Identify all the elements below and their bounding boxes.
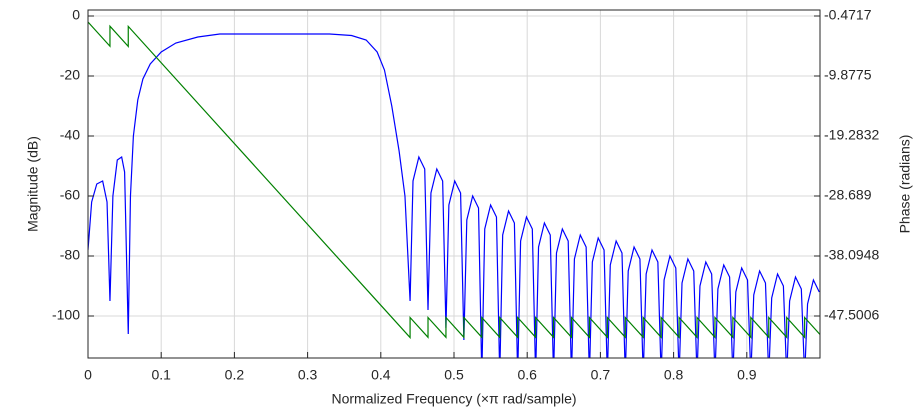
y2-tick-label: -9.8775 (824, 67, 872, 83)
y-axis-label: Magnitude (dB) (25, 136, 41, 232)
y2-tick-label: -47.5006 (824, 307, 879, 323)
y-tick-label: -20 (60, 67, 80, 83)
y-tick-label: 0 (72, 7, 80, 23)
y2-tick-label: -28.689 (824, 187, 872, 203)
x-tick-label: 0.5 (444, 367, 464, 383)
y2-tick-label: -0.4717 (824, 7, 872, 23)
x-tick-label: 0.8 (664, 367, 684, 383)
x-axis-label: Normalized Frequency (×π rad/sample) (331, 391, 576, 407)
y2-tick-label: -38.0948 (824, 247, 879, 263)
x-tick-label: 0.2 (225, 367, 245, 383)
y2-axis-label: Phase (radians) (897, 135, 913, 234)
series-line (88, 21, 820, 340)
y-tick-label: -80 (60, 247, 80, 263)
x-tick-label: 0.7 (591, 367, 611, 383)
y2-tick-label: -19.2832 (824, 127, 879, 143)
y-tick-label: -100 (52, 307, 80, 323)
x-tick-label: 0 (84, 367, 92, 383)
x-tick-label: 0.3 (298, 367, 318, 383)
y-tick-label: -40 (60, 127, 80, 143)
x-tick-label: 0.9 (737, 367, 757, 383)
x-tick-label: 0.6 (517, 367, 537, 383)
grid (87, 10, 820, 358)
plot-lines (88, 21, 820, 358)
x-tick-label: 0.1 (151, 367, 171, 383)
series-line (88, 33, 820, 358)
y-tick-label: -60 (60, 187, 80, 203)
x-tick-label: 0.4 (371, 367, 391, 383)
